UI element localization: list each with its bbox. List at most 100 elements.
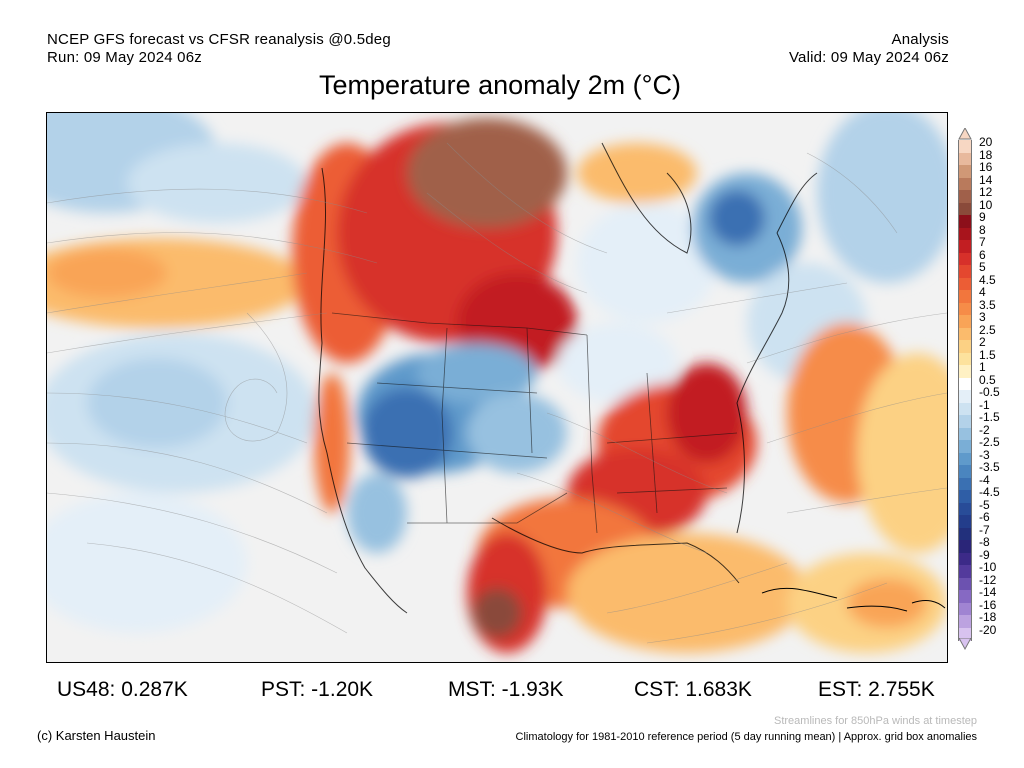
- colorbar-label: 10: [979, 197, 993, 212]
- copyright: (c) Karsten Haustein: [37, 728, 156, 743]
- colorbar-label: -2.5: [979, 435, 1000, 449]
- colorbar-segment: [958, 465, 972, 478]
- colorbar-segment: [958, 327, 972, 341]
- colorbar-segment: [958, 265, 972, 278]
- colorbar-segment: [958, 140, 972, 153]
- colorbar-label: 2.5: [979, 322, 996, 337]
- colorbar-label: -3: [979, 447, 990, 462]
- header-left: NCEP GFS forecast vs CFSR reanalysis @0.…: [47, 31, 391, 67]
- colorbar-label: -16: [979, 597, 997, 612]
- colorbar-bottom-arrow: [958, 638, 972, 650]
- colorbar-label: 9: [979, 210, 986, 224]
- climatology-note: Climatology for 1981-2010 reference peri…: [515, 731, 977, 743]
- valid-time: Valid: 09 May 2024 06z: [788, 49, 949, 66]
- colorbar-segment: [958, 565, 972, 578]
- colorbar-label: -3.5: [979, 460, 1000, 474]
- colorbar-segment: [958, 490, 972, 503]
- stat-est: EST: 2.755K: [818, 678, 935, 701]
- stat-pst: PST: -1.20K: [261, 678, 374, 701]
- colorbar-label: 2: [979, 335, 986, 349]
- colorbar-label: 20: [979, 135, 993, 149]
- colorbar-label: -0.5: [979, 385, 1000, 399]
- colorbar-segment: [958, 427, 972, 441]
- colorbar-segment: [958, 402, 972, 416]
- colorbar-label: -4: [979, 472, 990, 487]
- analysis-label: Analysis: [891, 31, 949, 48]
- colorbar-segment: [958, 352, 972, 366]
- colorbar-label: 0.5: [979, 372, 996, 387]
- colorbar-label: 4.5: [979, 272, 996, 287]
- colorbar-label: 8: [979, 222, 986, 237]
- colorbar-segment: [958, 440, 972, 453]
- colorbar-segment: [958, 152, 972, 166]
- colorbar-segment: [958, 202, 972, 216]
- colorbar-label: -1.5: [979, 410, 1000, 424]
- colorbar-label: -20: [979, 622, 997, 637]
- colorbar-label: -1: [979, 397, 990, 412]
- colorbar-label: 3: [979, 310, 986, 324]
- colorbar-segment: [958, 240, 972, 253]
- regional-stats: US48: 0.287K PST: -1.20K MST: -1.93K CST…: [0, 678, 1024, 708]
- colorbar-segment: [958, 390, 972, 403]
- colorbar-segment: [958, 415, 972, 428]
- colorbar-segment: [958, 502, 972, 516]
- colorbar-label: 18: [979, 147, 993, 162]
- run-time: Run: 09 May 2024 06z: [47, 49, 202, 66]
- colorbar-label: 6: [979, 247, 986, 262]
- coastlines: [318, 142, 818, 614]
- colorbar-segment: [958, 602, 972, 616]
- colorbar-segment: [958, 515, 972, 528]
- colorbar-segment: [958, 365, 972, 378]
- stat-mst: MST: -1.93K: [448, 678, 564, 701]
- colorbar-segment: [958, 190, 972, 203]
- colorbar-segment: [958, 477, 972, 491]
- colorbar-label: 14: [979, 172, 993, 187]
- colorbar-segment: [958, 227, 972, 241]
- colorbar-label: -14: [979, 585, 997, 599]
- anomaly-field: [47, 113, 947, 653]
- colorbar-label: -2: [979, 422, 990, 437]
- colorbar-segment: [958, 615, 972, 628]
- colorbar: 20 18 16 14 12 10 9 8 7 6 5 4.5 4 3.5 3 2.5 2 1.5 1 0.5 -0.5…: [958, 128, 1018, 650]
- colorbar-label: -10: [979, 560, 997, 574]
- colorbar-segment: [958, 340, 972, 353]
- colorbar-segment: [958, 177, 972, 191]
- streamline-note: Streamlines for 850hPa winds at timestep: [774, 715, 977, 727]
- colorbar-label: -4.5: [979, 485, 1000, 499]
- model-description: NCEP GFS forecast vs CFSR reanalysis @0.…: [47, 31, 391, 48]
- colorbar-label: -18: [979, 610, 997, 624]
- anomaly-map-canvas: [47, 113, 947, 662]
- colorbar-top-arrow: [958, 128, 972, 140]
- colorbar-label: 3.5: [979, 297, 996, 312]
- colorbar-segment: [958, 277, 972, 291]
- caribbean-islands: [761, 587, 946, 612]
- colorbar-label: 12: [979, 185, 993, 199]
- colorbar-segment: [958, 290, 972, 303]
- colorbar-label: -6: [979, 510, 990, 524]
- colorbar-label: 1: [979, 360, 986, 374]
- colorbar-label: -12: [979, 572, 997, 587]
- colorbar-label: -7: [979, 522, 990, 537]
- header-right: Analysis Valid: 09 May 2024 06z: [789, 31, 949, 67]
- colorbar-label: -9: [979, 547, 990, 562]
- colorbar-segment: [958, 590, 972, 603]
- colorbar-segment: [958, 215, 972, 228]
- colorbar-segment: [958, 165, 972, 178]
- colorbar-segment: [958, 577, 972, 591]
- colorbar-label: 4: [979, 285, 986, 299]
- colorbar-segment: [958, 527, 972, 541]
- boundaries: [331, 312, 738, 534]
- colorbar-segment: [958, 552, 972, 566]
- colorbar-label: -8: [979, 535, 990, 549]
- colorbar-label: 16: [979, 160, 993, 174]
- colorbar-segment: [958, 377, 972, 391]
- colorbar-label: -5: [979, 497, 990, 512]
- colorbar-segment: [958, 627, 972, 641]
- colorbar-segment: [958, 540, 972, 553]
- anomaly-map: [46, 112, 948, 663]
- stat-cst: CST: 1.683K: [634, 678, 752, 701]
- streamlines: [47, 142, 947, 644]
- colorbar-label: 1.5: [979, 347, 996, 362]
- colorbar-segment: [958, 315, 972, 328]
- colorbar-segment: [958, 452, 972, 466]
